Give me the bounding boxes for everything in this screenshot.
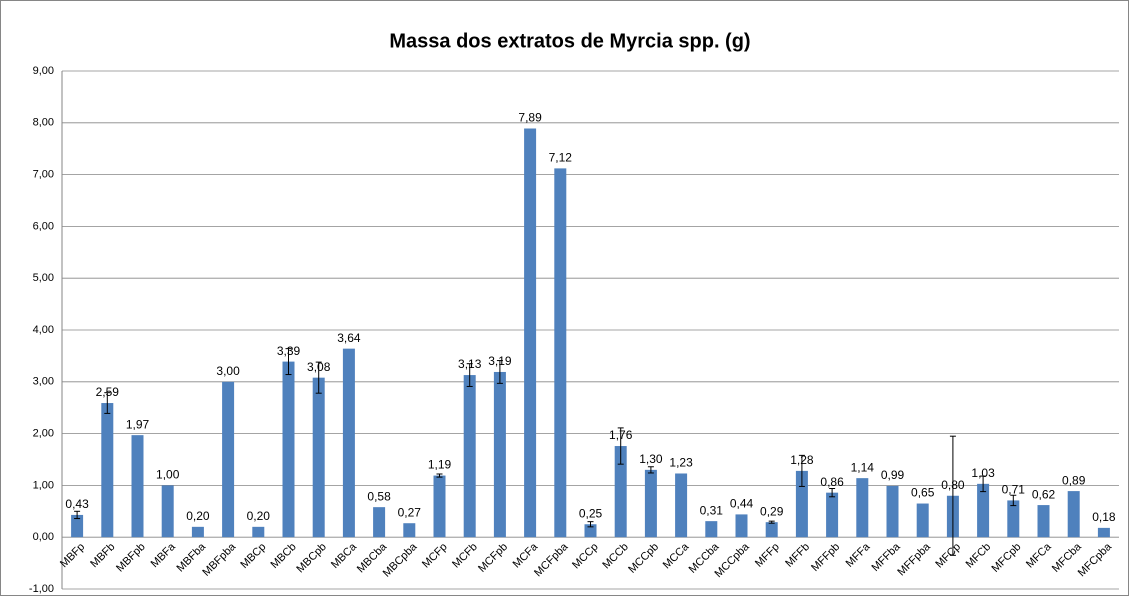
data-label: 0,89 bbox=[1062, 473, 1086, 487]
data-label: 0,29 bbox=[760, 504, 784, 518]
bar bbox=[524, 128, 537, 538]
bar bbox=[1097, 527, 1110, 538]
data-label: 1,76 bbox=[609, 428, 633, 442]
y-tick-label: 5,00 bbox=[33, 272, 54, 284]
data-label: 3,13 bbox=[458, 357, 482, 371]
bar bbox=[916, 503, 929, 538]
data-label: 3,64 bbox=[337, 331, 361, 345]
bar bbox=[1037, 505, 1050, 538]
bar bbox=[373, 507, 386, 538]
data-label: 3,00 bbox=[216, 364, 240, 378]
bar bbox=[101, 403, 114, 538]
y-tick-label: 3,00 bbox=[33, 376, 54, 388]
data-label: 0,20 bbox=[186, 509, 210, 523]
bar bbox=[131, 435, 144, 538]
bar bbox=[614, 446, 627, 538]
y-tick-label: 0,00 bbox=[33, 531, 54, 543]
bar bbox=[342, 348, 355, 538]
data-label: 0,62 bbox=[1032, 487, 1056, 501]
bar bbox=[1067, 491, 1080, 538]
bar bbox=[433, 475, 446, 538]
data-label: 1,03 bbox=[971, 466, 995, 480]
data-label: 3,19 bbox=[488, 354, 512, 368]
data-label: 0,25 bbox=[579, 506, 603, 520]
bar bbox=[765, 522, 778, 538]
bar bbox=[463, 375, 476, 538]
bar bbox=[282, 361, 295, 538]
y-tick-label: 9,00 bbox=[33, 65, 54, 77]
y-tick-label: 2,00 bbox=[33, 428, 54, 440]
data-label: 0,20 bbox=[247, 509, 271, 523]
bar bbox=[644, 469, 657, 538]
data-label: 0,58 bbox=[367, 489, 391, 503]
y-tick-label: 4,00 bbox=[33, 324, 54, 336]
bar bbox=[795, 470, 808, 538]
data-label: 3,39 bbox=[277, 344, 301, 358]
bar bbox=[675, 473, 688, 538]
bar bbox=[705, 521, 718, 538]
data-label: 1,00 bbox=[156, 468, 180, 482]
bar bbox=[826, 492, 839, 538]
data-label: 7,12 bbox=[549, 151, 573, 165]
data-label: 0,71 bbox=[1002, 483, 1026, 497]
data-label: 0,86 bbox=[820, 475, 844, 489]
y-tick-label: 8,00 bbox=[33, 117, 54, 129]
y-tick-label: 7,00 bbox=[33, 169, 54, 181]
bar bbox=[191, 526, 204, 538]
bar bbox=[493, 371, 506, 538]
bar bbox=[222, 381, 235, 538]
bar bbox=[856, 478, 869, 538]
data-label: 1,14 bbox=[851, 460, 875, 474]
bar bbox=[71, 514, 84, 538]
bar bbox=[886, 485, 899, 538]
data-label: 2,59 bbox=[96, 385, 120, 399]
bar bbox=[735, 514, 748, 538]
data-label: 0,31 bbox=[700, 503, 724, 517]
data-label: 3,08 bbox=[307, 360, 331, 374]
data-label: 1,97 bbox=[126, 417, 150, 431]
bar bbox=[584, 524, 597, 538]
bar bbox=[1007, 500, 1020, 538]
bar bbox=[312, 377, 325, 538]
data-label: 0,65 bbox=[911, 486, 935, 500]
y-tick-label: 6,00 bbox=[33, 220, 54, 232]
data-label: 0,18 bbox=[1092, 510, 1116, 524]
data-label: 0,43 bbox=[65, 497, 89, 511]
chart-title: Massa dos extratos de Myrcia spp. (g) bbox=[389, 30, 750, 52]
data-label: 1,30 bbox=[639, 452, 663, 466]
bar bbox=[977, 483, 990, 538]
data-label: 0,99 bbox=[881, 468, 905, 482]
data-label: 0,27 bbox=[398, 505, 422, 519]
data-label: 1,23 bbox=[669, 456, 693, 470]
y-tick-label: 1,00 bbox=[33, 479, 54, 491]
bar bbox=[554, 168, 567, 538]
data-label: 1,19 bbox=[428, 458, 452, 472]
data-label: 1,28 bbox=[790, 453, 814, 467]
bar bbox=[403, 523, 416, 538]
y-tick-label: -1,00 bbox=[29, 583, 54, 595]
data-label: 7,89 bbox=[518, 111, 542, 125]
data-label: 0,44 bbox=[730, 497, 754, 511]
bar bbox=[252, 526, 265, 538]
data-label: 0,80 bbox=[941, 478, 965, 492]
bar bbox=[161, 485, 174, 538]
